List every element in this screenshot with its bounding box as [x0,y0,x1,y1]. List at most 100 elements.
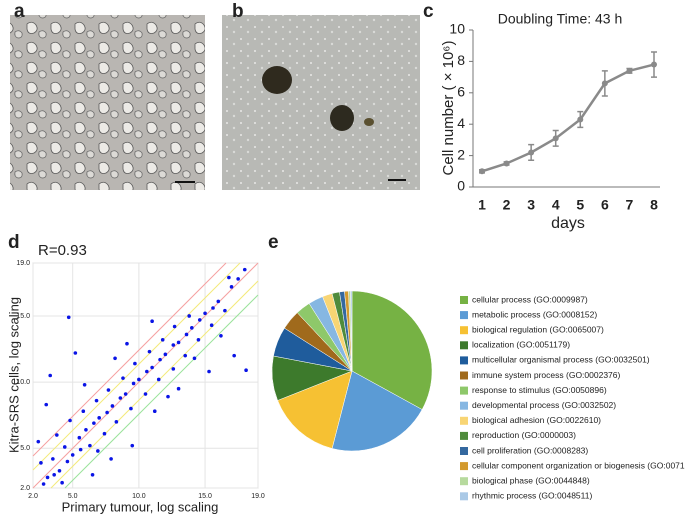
legend-label: cellular process (GO:0009987) [472,294,588,304]
data-point [77,435,82,440]
data-point [102,431,107,436]
data-point [118,396,123,400]
x-tick-label: 5.0 [68,493,78,500]
legend-label: cell proliferation (GO:0008283) [472,445,588,455]
legend-swatch [460,356,468,365]
legend-label: localization (GO:0051179) [472,340,570,350]
data-point [82,382,87,387]
data-point [57,468,62,473]
data-point [163,352,168,357]
data-point [184,332,189,337]
data-point [166,394,170,399]
legend-label: response to stimulus (GO:0050896) [472,385,607,395]
micrograph-b [222,15,420,190]
data-point [156,377,161,382]
x-tick-label: 8 [650,197,658,213]
legend-swatch [460,341,468,350]
x-tick-label: 1 [478,197,486,213]
data-point [223,308,227,313]
data-point [73,351,78,355]
data-point [479,168,485,175]
data-point [78,447,83,452]
legend-label: biological phase (GO:0044848) [472,475,590,485]
y-tick-label: 19.0 [16,260,30,267]
legend-label: reproduction (GO:0000003) [472,430,576,440]
data-point [158,357,162,362]
legend-swatch [460,386,468,395]
reference-line [50,280,259,489]
data-point [60,480,64,485]
data-point [552,135,559,142]
data-point [66,315,71,320]
reference-line [32,262,241,471]
data-point [190,326,194,330]
legend-swatch [460,296,468,304]
data-point [36,439,41,444]
data-point [219,333,223,338]
data-point [651,61,657,68]
x-tick-label: 2.0 [28,493,38,500]
panel-label: d [8,232,20,253]
data-point [150,365,154,370]
legend-swatch [460,477,468,486]
data-point [68,418,72,423]
y-axis-label: Cell number ( × 10⁶) [440,41,457,176]
data-point [626,67,633,74]
data-point [244,368,248,373]
data-point [143,392,148,396]
data-point [236,277,240,281]
data-point [137,377,141,382]
data-point [52,472,56,477]
data-point [65,459,70,464]
y-tick-label: 15.0 [16,313,30,320]
reference-line [64,294,259,489]
legend-swatch [460,401,468,410]
legend-swatch [460,492,468,501]
y-tick-label: 0 [457,178,465,194]
data-point [97,416,101,420]
legend-label: cellular component organization or bioge… [472,460,685,470]
reference-line [32,262,259,489]
x-tick-label: 7 [626,197,634,213]
panel-label: c [423,1,434,22]
x-tick-label: 19.0 [251,493,265,500]
data-point [88,443,92,448]
data-point [242,267,247,272]
pie-slice [351,290,433,410]
pie-slice [277,370,353,449]
data-point [192,356,197,361]
data-point [197,318,202,322]
y-tick-label: 2.0 [20,485,30,492]
legend-label: developmental process (GO:0032502) [472,400,616,410]
reference-line [32,262,227,457]
data-point [187,314,191,318]
panel-label: a [14,1,25,22]
data-point [96,449,100,453]
data-point [171,343,176,347]
data-point [55,433,59,437]
x-tick-label: 2 [503,197,511,213]
y-tick-label: 6 [457,84,465,100]
data-point [84,427,88,432]
x-tick-label: 5 [576,197,584,213]
data-point [150,319,154,324]
y-tick-label: 8 [457,52,465,68]
data-point [133,361,137,366]
data-point [113,356,117,361]
data-point [172,324,177,329]
data-point [45,475,50,480]
data-point [176,386,181,391]
spheroid [364,118,374,126]
y-tick-label: 2 [457,146,465,162]
data-point [152,409,157,414]
micrograph-a [10,15,205,190]
data-point [528,149,535,156]
data-point [577,116,584,123]
data-point [211,306,215,310]
legend-label: immune system process (GO:0002376) [472,370,621,380]
data-point [160,337,165,342]
spheroid [262,66,292,94]
legend-swatch [460,326,468,335]
y-axis-label: Kitra-SRS cells, log scaling [6,297,21,453]
legend-label: biological regulation (GO:0065007) [472,324,604,334]
